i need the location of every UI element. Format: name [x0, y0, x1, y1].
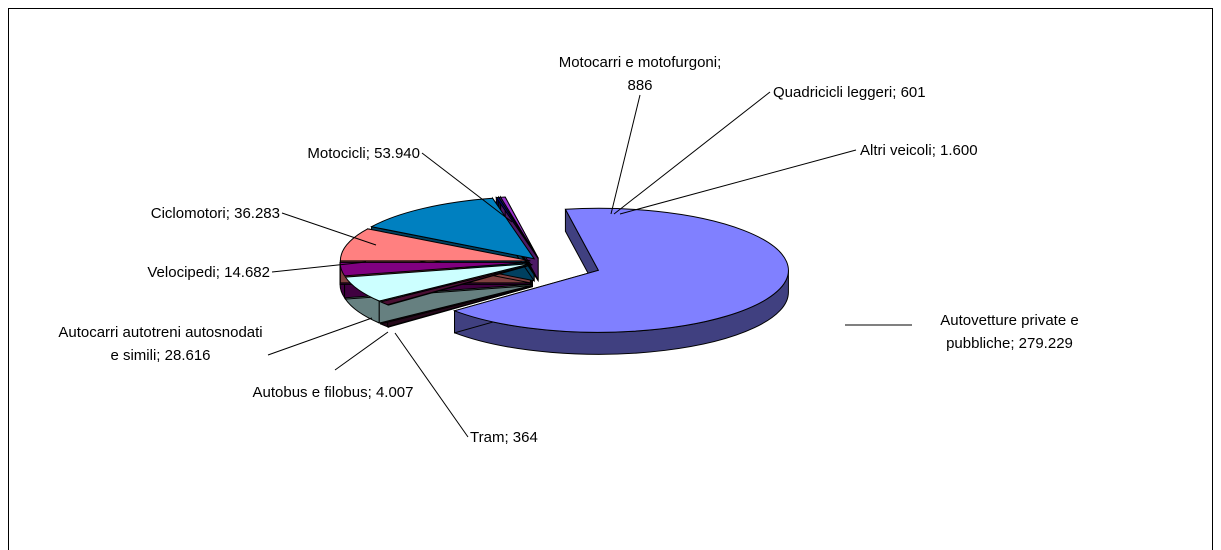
- data-label: Autobus e filobus; 4.007: [238, 381, 428, 404]
- value-label: 28.616: [164, 347, 211, 364]
- data-label: Autocarri autotreni autosnodati e simili…: [58, 321, 263, 367]
- leader-line: [619, 149, 857, 215]
- value-label: 279.229: [1018, 335, 1073, 352]
- leader-line: [613, 91, 771, 215]
- value-label: 36.283: [234, 205, 280, 222]
- leader-line: [281, 212, 377, 246]
- label-separator: ;: [931, 142, 936, 159]
- value-label: 4.007: [375, 384, 414, 401]
- label-separator: ;: [504, 429, 509, 446]
- category-name: Velocipedi: [147, 264, 216, 281]
- value-label: 601: [900, 84, 926, 101]
- category-name: Autovetture private e pubbliche: [940, 312, 1079, 352]
- label-separator: ;: [1010, 335, 1015, 352]
- category-name: Tram: [470, 429, 505, 446]
- label-separator: ;: [225, 205, 230, 222]
- slice: [499, 196, 539, 259]
- data-label: Motocicli; 53.940: [200, 142, 420, 165]
- value-label: 14.682: [224, 264, 270, 281]
- category-name: Motocarri e motofurgoni: [558, 54, 718, 71]
- slice: [378, 264, 533, 306]
- data-label: Autovetture private e pubbliche; 279.229: [912, 309, 1107, 355]
- data-label: Quadricicli leggeri; 601: [773, 81, 993, 104]
- leader-line: [610, 94, 641, 215]
- value-label: 53.940: [374, 145, 420, 162]
- category-name: Autobus e filobus: [252, 384, 368, 401]
- category-name: Altri veicoli: [860, 142, 932, 159]
- value-label: 886: [627, 77, 653, 94]
- data-label: Altri veicoli; 1.600: [860, 139, 1080, 162]
- leader-line: [421, 152, 513, 223]
- label-separator: ;: [215, 264, 220, 281]
- slice: [452, 207, 789, 333]
- data-label: Motocarri e motofurgoni; 886: [545, 51, 735, 97]
- category-name: Ciclomotori: [150, 205, 226, 222]
- leader-line: [267, 317, 373, 356]
- value-label: 364: [512, 429, 538, 446]
- leader-line: [271, 261, 367, 273]
- label-separator: ;: [367, 384, 372, 401]
- category-name: Quadricicli leggeri: [773, 84, 893, 101]
- leader-line: [334, 331, 389, 371]
- label-separator: ;: [892, 84, 897, 101]
- slice: [339, 261, 531, 277]
- value-label: 1.600: [940, 142, 978, 159]
- label-separator: ;: [365, 145, 370, 162]
- slice: [344, 263, 532, 302]
- leader-line: [394, 332, 469, 438]
- label-separator: ;: [156, 347, 161, 364]
- label-separator: ;: [717, 54, 722, 71]
- category-name: Motocicli: [307, 145, 366, 162]
- slice: [339, 228, 531, 262]
- data-label: Tram; 364: [470, 426, 590, 449]
- data-label: Ciclomotori; 36.283: [60, 202, 280, 225]
- data-label: Velocipedi; 14.682: [60, 261, 270, 284]
- category-name: Autocarri autotreni autosnodati e simili: [58, 324, 263, 364]
